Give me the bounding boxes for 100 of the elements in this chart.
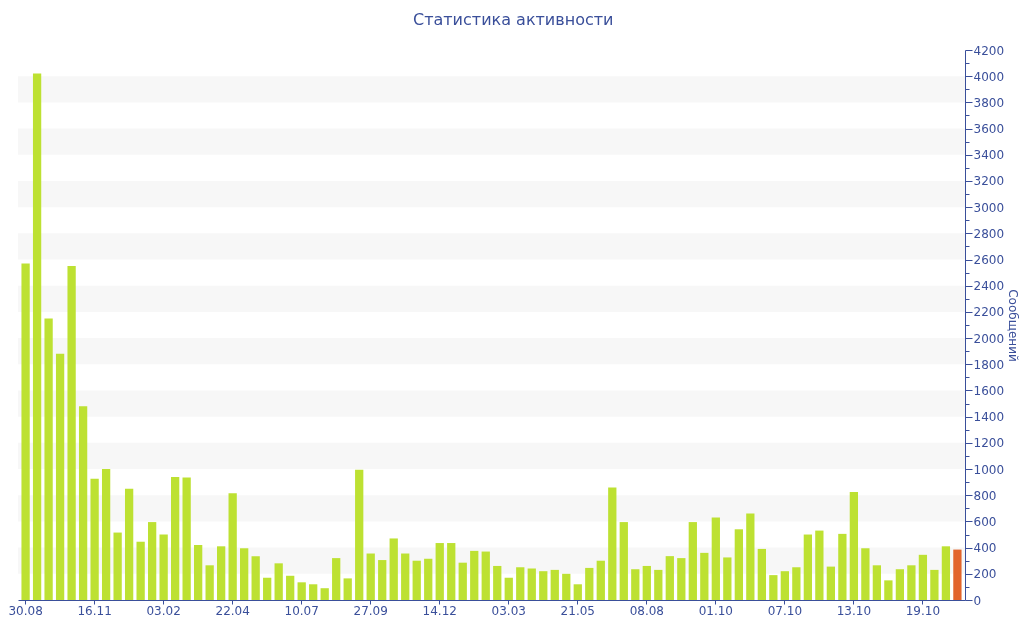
bar <box>677 558 686 600</box>
bar <box>286 575 295 600</box>
bar <box>67 266 76 600</box>
bar <box>470 550 479 600</box>
bar <box>412 560 421 600</box>
bar <box>700 552 709 600</box>
y-tick-label: 0 <box>973 593 982 608</box>
y-tick-label: 3200 <box>973 174 1005 189</box>
bar <box>240 548 249 600</box>
bar <box>941 546 951 600</box>
bar <box>711 517 720 600</box>
bar <box>493 565 502 600</box>
bar <box>194 545 203 600</box>
bar <box>619 522 628 600</box>
bar <box>562 573 571 600</box>
chart-title: Статистика активности <box>412 10 614 29</box>
bar <box>378 560 387 600</box>
x-tick-label: 30.08 <box>8 603 43 618</box>
bar <box>573 584 582 600</box>
bar <box>205 565 214 600</box>
bar <box>838 533 847 600</box>
y-tick-label: 3600 <box>973 122 1005 137</box>
bar <box>401 553 410 600</box>
bar <box>424 558 433 600</box>
bar <box>596 560 605 600</box>
y-tick-label: 400 <box>973 541 997 556</box>
bar <box>792 567 801 600</box>
x-tick-label: 08.08 <box>629 603 664 618</box>
bar <box>182 477 191 600</box>
bar <box>780 571 789 600</box>
x-tick-label: 10.07 <box>284 603 319 618</box>
x-tick-label: 19.10 <box>905 603 941 618</box>
bar <box>631 569 640 600</box>
bar <box>723 557 732 600</box>
y-tick-label: 3400 <box>973 148 1005 163</box>
bar <box>872 565 882 600</box>
x-tick-label: 03.03 <box>491 603 526 618</box>
y-tick-label: 4200 <box>973 43 1005 58</box>
bar <box>884 580 893 600</box>
bar <box>78 406 88 600</box>
y-tick-label: 1000 <box>973 462 1005 477</box>
y-tick-label: 1400 <box>973 410 1005 425</box>
y-tick-label: 2000 <box>973 331 1005 346</box>
x-tick-label: 03.02 <box>146 603 181 618</box>
bar <box>585 567 594 600</box>
bar <box>320 588 329 600</box>
x-tick-label: 16.11 <box>77 603 112 618</box>
y-axis-title: Сообщений <box>1006 289 1021 362</box>
bar <box>274 563 283 600</box>
bar <box>101 469 111 600</box>
y-tick-label: 3800 <box>973 95 1005 110</box>
bar <box>136 541 145 600</box>
bar <box>907 565 916 600</box>
y-tick-label: 800 <box>973 488 997 503</box>
bar <box>251 556 260 600</box>
x-tick-label: 21.05 <box>560 603 595 618</box>
x-tick-label: 27.09 <box>353 603 388 618</box>
bar <box>435 543 444 600</box>
bar <box>516 567 525 600</box>
bar <box>44 318 53 600</box>
bar <box>918 554 928 600</box>
bar <box>861 548 870 600</box>
bar <box>355 469 364 600</box>
bar <box>171 476 180 600</box>
bar <box>953 549 962 600</box>
bar <box>90 478 99 600</box>
bar <box>447 543 456 600</box>
y-tick-label: 4000 <box>973 69 1005 84</box>
bar <box>366 553 375 600</box>
bar <box>688 522 697 600</box>
y-tick-label: 200 <box>973 567 997 582</box>
y-tick-label: 1600 <box>973 383 1005 398</box>
bar <box>32 73 42 600</box>
bar <box>217 546 226 600</box>
bar <box>815 530 824 600</box>
bar <box>826 566 836 600</box>
bar <box>159 534 168 600</box>
bar <box>539 571 548 600</box>
x-tick-label: 07.10 <box>767 603 803 618</box>
bar <box>389 538 398 600</box>
bar <box>769 575 778 600</box>
bar <box>297 582 306 600</box>
bar <box>309 584 318 600</box>
x-tick-label: 22.04 <box>215 603 250 618</box>
bar <box>124 488 134 600</box>
bar <box>734 529 743 600</box>
y-tick-label: 3000 <box>973 200 1005 215</box>
x-tick-label: 14.12 <box>422 603 457 618</box>
bar <box>642 565 651 600</box>
bar <box>746 513 755 600</box>
bar <box>21 263 30 600</box>
bar <box>654 569 663 600</box>
bar <box>55 353 65 600</box>
bar <box>147 522 157 600</box>
y-tick-label: 2200 <box>973 305 1005 320</box>
y-tick-label: 2800 <box>973 226 1005 241</box>
bar <box>343 578 352 600</box>
bar <box>550 569 559 600</box>
bar <box>504 577 513 600</box>
bar <box>458 562 467 600</box>
